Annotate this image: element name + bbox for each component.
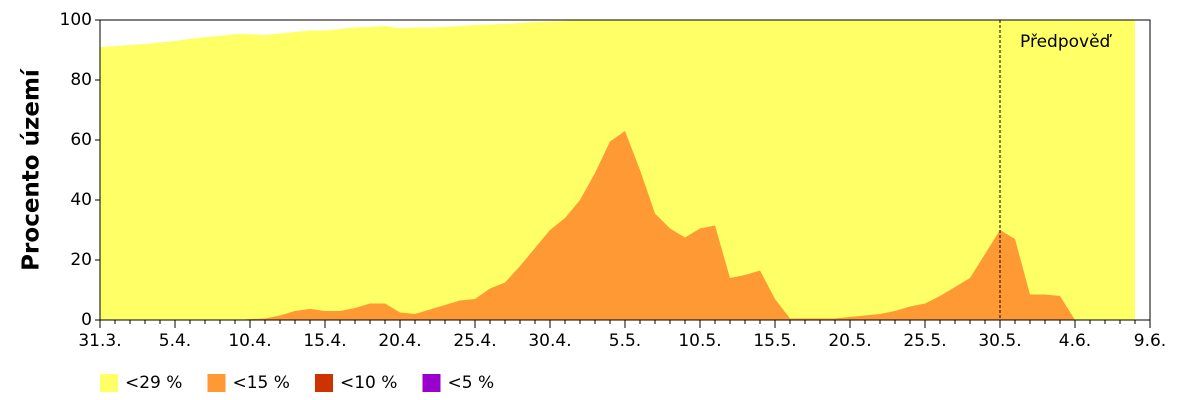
- x-tick-label: 9.6.: [1134, 331, 1166, 351]
- legend-swatch: [207, 374, 226, 392]
- y-tick-label: 20: [70, 250, 92, 270]
- x-tick-label: 30.5.: [978, 331, 1021, 351]
- x-tick-label: 5.4.: [159, 331, 191, 351]
- x-tick-label: 20.5.: [828, 331, 871, 351]
- legend-label: <5 %: [448, 373, 495, 393]
- legend-swatch: [100, 374, 118, 392]
- legend-label: <15 %: [233, 373, 290, 393]
- x-tick-label: 4.6.: [1059, 331, 1091, 351]
- legend-label: <29 %: [125, 373, 182, 393]
- legend-swatch: [315, 374, 333, 392]
- x-tick-label: 5.5.: [609, 331, 641, 351]
- x-tick-label: 15.4.: [303, 331, 346, 351]
- x-tick-label: 25.4.: [453, 331, 496, 351]
- y-axis-title: Procento území: [19, 68, 45, 271]
- legend-swatch: [422, 374, 441, 392]
- x-tick-label: 20.4.: [378, 331, 421, 351]
- x-tick-label: 10.4.: [228, 331, 271, 351]
- y-tick-label: 0: [81, 310, 92, 330]
- x-tick-label: 15.5.: [753, 331, 796, 351]
- legend-label: <10 %: [340, 373, 397, 393]
- area: [100, 131, 1135, 320]
- x-tick-label: 30.4.: [528, 331, 571, 351]
- forecast-label: Předpověď: [1020, 32, 1113, 52]
- y-tick-label: 40: [70, 190, 92, 210]
- x-tick-label: 10.5.: [678, 331, 721, 351]
- y-tick-label: 60: [70, 130, 92, 150]
- x-tick-label: 31.3.: [78, 331, 121, 351]
- y-tick-label: 80: [70, 70, 92, 90]
- x-tick-label: 25.5.: [903, 331, 946, 351]
- y-tick-label: 100: [60, 10, 92, 30]
